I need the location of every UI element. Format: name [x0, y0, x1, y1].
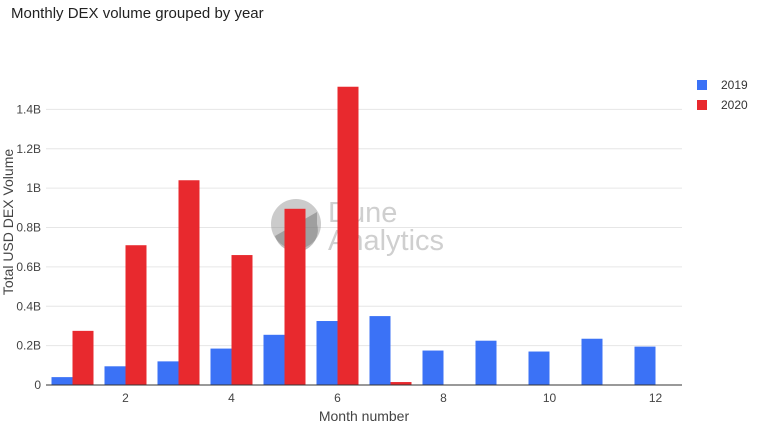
y-tick-label: 0.2B [16, 339, 41, 353]
bar-2020-month-6[interactable] [337, 86, 359, 385]
bar-2019-month-6[interactable] [316, 321, 338, 385]
bar-2019-month-8[interactable] [422, 350, 444, 385]
legend-label-2020[interactable]: 2020 [721, 98, 748, 112]
bar-2020-month-3[interactable] [178, 180, 200, 385]
y-tick-label: 1.4B [16, 102, 41, 116]
x-tick-label: 12 [649, 391, 663, 405]
y-tick-label: 0.4B [16, 299, 41, 313]
bar-2020-month-2[interactable] [125, 245, 147, 385]
bar-2020-month-4[interactable] [231, 255, 253, 385]
legend-swatch-2019[interactable] [697, 80, 707, 90]
grid-lines [46, 108, 682, 347]
bar-2019-month-1[interactable] [51, 377, 73, 385]
x-tick-labels: 2 4 6 8 10 12 [122, 391, 662, 405]
y-tick-label: 0 [34, 378, 41, 392]
chart-title: Monthly DEX volume grouped by year [11, 5, 264, 22]
y-tick-label: 0.8B [16, 221, 41, 235]
y-tick-label: 1.2B [16, 142, 41, 156]
bar-2019-month-4[interactable] [210, 348, 232, 385]
bar-2019-month-11[interactable] [581, 338, 603, 385]
bar-2020-month-5[interactable] [284, 208, 306, 385]
x-tick-label: 8 [440, 391, 447, 405]
y-tick-labels: 0 0.2B 0.4B 0.6B 0.8B 1B 1.2B 1.4B [16, 102, 41, 392]
legend-label-2019[interactable]: 2019 [721, 78, 748, 92]
y-axis-title: Total USD DEX Volume [0, 149, 16, 295]
y-tick-label: 1B [26, 181, 41, 195]
bars [51, 86, 656, 385]
bar-2020-month-1[interactable] [72, 330, 94, 385]
x-tick-label: 2 [122, 391, 129, 405]
bar-2019-month-2[interactable] [104, 366, 126, 385]
x-tick-label: 4 [228, 391, 235, 405]
bar-2019-month-9[interactable] [475, 340, 497, 385]
legend-swatch-2020[interactable] [697, 100, 707, 110]
bar-2019-month-5[interactable] [263, 334, 285, 385]
bar-2019-month-7[interactable] [369, 316, 391, 385]
bar-2019-month-12[interactable] [634, 346, 656, 385]
x-axis-title: Month number [319, 408, 410, 424]
legend: 2019 2020 [697, 78, 748, 112]
x-tick-label: 6 [334, 391, 341, 405]
x-tick-label: 10 [543, 391, 557, 405]
bar-2020-month-7[interactable] [390, 382, 412, 385]
bar-2019-month-10[interactable] [528, 351, 550, 385]
bar-2019-month-3[interactable] [157, 361, 179, 385]
y-tick-label: 0.6B [16, 260, 41, 274]
